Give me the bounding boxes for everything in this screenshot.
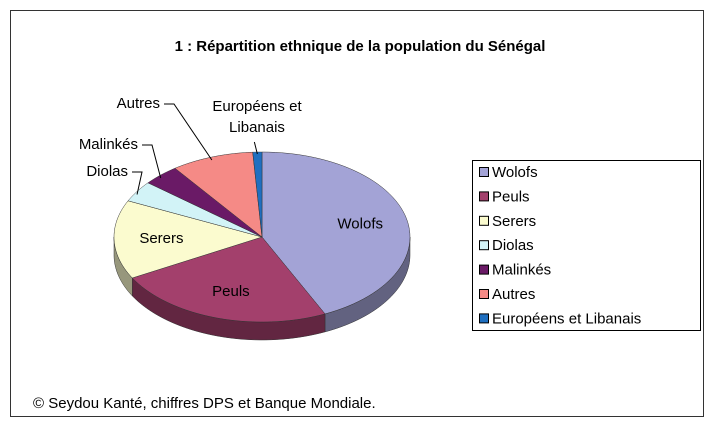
slice <box>113 200 263 279</box>
leader-line <box>164 103 213 161</box>
legend-swatch <box>479 191 489 202</box>
legend-swatch <box>479 313 489 324</box>
legend-swatch <box>479 240 489 251</box>
legend-label: Peuls <box>492 188 530 205</box>
slice <box>147 167 263 238</box>
caption: © Seydou Kanté, chiffres DPS et Banque M… <box>33 395 376 412</box>
data-label: Malinkés <box>79 136 138 153</box>
legend-swatch <box>479 264 489 275</box>
slice <box>174 151 263 238</box>
leader-line <box>142 144 162 179</box>
legend-label: Autres <box>492 286 535 303</box>
legend-label: Wolofs <box>492 164 538 181</box>
legend-swatch <box>479 289 489 299</box>
legend-label: Diolas <box>492 237 534 254</box>
legend-swatch <box>479 215 489 226</box>
legend-label: Serers <box>492 213 536 230</box>
data-label: Serers <box>139 230 183 247</box>
legend-label: Européens et Libanais <box>492 310 641 327</box>
data-label: Diolas <box>86 163 128 180</box>
data-label: Autres <box>117 95 160 112</box>
leader-line <box>132 171 143 195</box>
data-label: Peuls <box>212 283 250 300</box>
data-label: Wolofs <box>337 215 383 232</box>
slice <box>131 236 326 323</box>
leader-line <box>253 141 258 155</box>
slice <box>261 151 411 315</box>
slice <box>127 182 263 238</box>
data-label: Européens et Libanais <box>212 98 302 136</box>
legend-box <box>472 160 701 331</box>
legend-swatch <box>479 167 489 177</box>
chart-title: 1 : Répartition ethnique de la populatio… <box>175 38 546 55</box>
legend-label: Malinkés <box>492 262 551 279</box>
